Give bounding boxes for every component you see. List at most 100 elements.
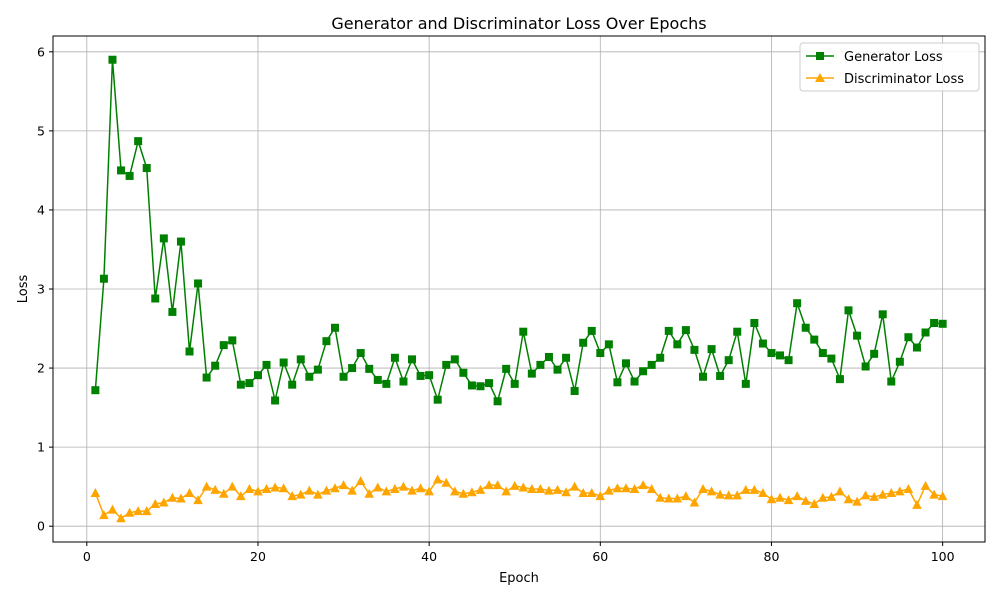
data-point-generator-loss xyxy=(382,379,391,388)
data-point-generator-loss xyxy=(159,234,168,243)
y-tick-label: 4 xyxy=(37,202,45,217)
series-discriminator-loss xyxy=(90,474,948,523)
data-point-generator-loss xyxy=(467,381,476,390)
data-point-discriminator-loss xyxy=(852,496,862,506)
data-point-discriminator-loss xyxy=(818,492,828,502)
data-point-discriminator-loss xyxy=(99,510,109,520)
data-point-discriminator-loss xyxy=(843,494,854,504)
data-point-generator-loss xyxy=(887,377,896,386)
data-point-generator-loss xyxy=(322,337,331,346)
data-point-generator-loss xyxy=(621,359,630,368)
x-tick-label: 0 xyxy=(83,549,91,564)
data-point-generator-loss xyxy=(91,386,100,395)
data-point-discriminator-loss xyxy=(295,489,306,499)
data-point-generator-loss xyxy=(279,358,288,367)
data-point-discriminator-loss xyxy=(458,488,469,498)
data-point-discriminator-loss xyxy=(646,484,657,494)
data-point-discriminator-loss xyxy=(595,491,606,501)
data-point-discriminator-loss xyxy=(141,506,152,516)
data-point-discriminator-loss xyxy=(766,494,777,504)
data-point-discriminator-loss xyxy=(518,482,529,492)
data-point-generator-loss xyxy=(844,306,853,315)
data-point-generator-loss xyxy=(570,386,579,395)
data-point-generator-loss xyxy=(861,362,870,371)
data-point-discriminator-loss xyxy=(424,486,434,496)
data-point-generator-loss xyxy=(793,299,802,308)
data-point-generator-loss xyxy=(536,360,545,369)
y-tick-label: 0 xyxy=(37,519,45,534)
data-point-discriminator-loss xyxy=(90,487,101,497)
data-point-discriminator-loss xyxy=(715,489,725,499)
data-point-discriminator-loss xyxy=(740,484,751,494)
data-point-discriminator-loss xyxy=(347,485,357,495)
data-point-discriminator-loss xyxy=(604,485,614,495)
data-point-discriminator-loss xyxy=(689,497,700,507)
legend-label-discriminator: Discriminator Loss xyxy=(844,72,964,87)
data-point-discriminator-loss xyxy=(244,484,255,494)
data-point-generator-loss xyxy=(938,319,947,328)
data-point-discriminator-loss xyxy=(330,483,340,493)
data-point-discriminator-loss xyxy=(929,489,939,499)
data-point-discriminator-loss xyxy=(835,486,845,496)
data-point-discriminator-loss xyxy=(612,483,623,493)
data-point-generator-loss xyxy=(664,326,673,335)
data-point-discriminator-loss xyxy=(920,480,931,490)
data-point-discriminator-loss xyxy=(655,492,666,502)
x-tick-label: 100 xyxy=(931,549,955,564)
data-point-generator-loss xyxy=(690,345,699,354)
data-point-discriminator-loss xyxy=(278,483,289,493)
data-point-generator-loss xyxy=(587,326,596,335)
data-point-generator-loss xyxy=(142,164,151,173)
data-point-generator-loss xyxy=(810,335,819,344)
data-point-generator-loss xyxy=(870,349,879,358)
data-point-generator-loss xyxy=(313,365,322,374)
data-point-discriminator-loss xyxy=(236,491,246,501)
data-point-generator-loss xyxy=(878,310,887,319)
data-point-discriminator-loss xyxy=(869,491,879,501)
data-point-discriminator-loss xyxy=(672,493,683,503)
data-point-generator-loss xyxy=(827,354,836,363)
data-point-discriminator-loss xyxy=(569,481,580,491)
data-point-discriminator-loss xyxy=(749,484,760,494)
data-point-discriminator-loss xyxy=(886,487,897,497)
data-point-generator-loss xyxy=(835,375,844,384)
data-point-generator-loss xyxy=(390,353,399,362)
data-point-discriminator-loss xyxy=(210,484,220,494)
data-point-discriminator-loss xyxy=(586,487,597,497)
data-point-discriminator-loss xyxy=(261,484,272,494)
data-point-discriminator-loss xyxy=(450,486,460,496)
data-point-generator-loss xyxy=(433,395,442,404)
data-point-generator-loss xyxy=(895,357,904,366)
x-axis: 0 20 40 60 80 100 xyxy=(83,542,955,564)
data-point-discriminator-loss xyxy=(501,486,511,496)
data-point-discriminator-loss xyxy=(492,480,503,490)
data-point-discriminator-loss xyxy=(441,477,452,487)
data-point-discriminator-loss xyxy=(159,497,169,507)
data-point-discriminator-loss xyxy=(509,480,520,490)
data-point-generator-loss xyxy=(699,372,708,381)
y-tick-label: 1 xyxy=(37,440,45,455)
data-point-generator-loss xyxy=(733,327,742,336)
data-point-generator-loss xyxy=(442,360,451,369)
data-point-discriminator-loss xyxy=(895,486,905,496)
data-point-generator-loss xyxy=(253,371,262,380)
data-point-generator-loss xyxy=(408,355,417,364)
data-point-discriminator-loss xyxy=(698,484,708,494)
data-point-discriminator-loss xyxy=(167,492,178,502)
data-point-discriminator-loss xyxy=(193,495,203,505)
data-point-generator-loss xyxy=(134,137,143,146)
data-point-generator-loss xyxy=(356,349,365,358)
series-layer xyxy=(90,55,948,523)
data-point-discriminator-loss xyxy=(201,481,212,491)
data-point-generator-loss xyxy=(596,349,605,358)
chart-title: Generator and Discriminator Loss Over Ep… xyxy=(331,14,706,33)
x-axis-label: Epoch xyxy=(499,571,539,586)
data-point-generator-loss xyxy=(776,351,785,360)
data-point-generator-loss xyxy=(399,377,408,386)
data-point-discriminator-loss xyxy=(544,485,554,495)
data-point-generator-loss xyxy=(271,396,280,405)
data-point-generator-loss xyxy=(818,349,827,358)
y-tick-label: 5 xyxy=(37,123,45,138)
data-point-generator-loss xyxy=(228,336,237,345)
